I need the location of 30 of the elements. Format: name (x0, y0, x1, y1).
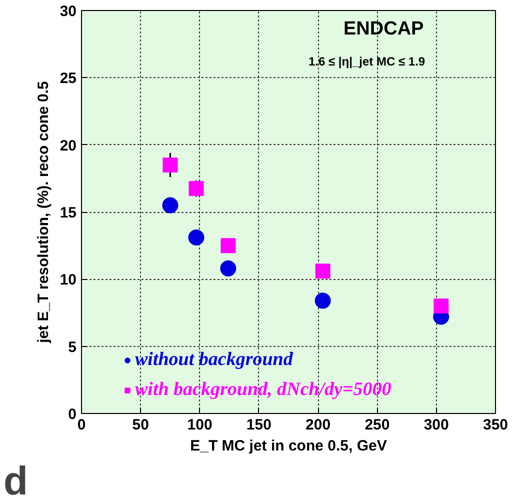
point (188, 180, 204, 196)
point (188, 230, 204, 246)
y-tick-label: 10 (60, 272, 77, 289)
x-tick-label: 350 (482, 416, 508, 434)
y-tick-label: 20 (60, 137, 77, 154)
point (220, 238, 236, 254)
y-axis-title: jet E_T resolution, (%). reco cone 0.5 (34, 81, 52, 344)
x-tick-label: 150 (246, 416, 272, 434)
point (162, 197, 178, 214)
annotation: ENDCAP (344, 18, 424, 40)
point (162, 157, 178, 172)
x-axis-title: E_T MC jet in cone 0.5, GeV (190, 438, 387, 454)
y-tick-label: 25 (60, 70, 77, 88)
y-tick-label: 30 (60, 3, 77, 20)
point (220, 260, 236, 276)
point (315, 264, 330, 279)
x-tick-label: 100 (187, 416, 212, 434)
text: d (4, 460, 28, 503)
legend-label: without background (135, 349, 293, 371)
y-tick-label: 0 (68, 406, 76, 423)
annotation: 1.6 ≤ |η|_jet MC ≤ 1.9 (308, 54, 426, 68)
x-tick-label: 300 (424, 416, 449, 434)
x-tick-label: 50 (132, 416, 149, 434)
y-tick-label: 5 (68, 338, 76, 356)
x-tick-label: 200 (306, 416, 331, 434)
x-tick-label: 250 (364, 416, 390, 434)
legend-label: with background, dNch/dy=5000 (135, 379, 392, 401)
y-tick-label: 15 (60, 204, 77, 222)
point (314, 292, 331, 309)
point (434, 298, 449, 314)
